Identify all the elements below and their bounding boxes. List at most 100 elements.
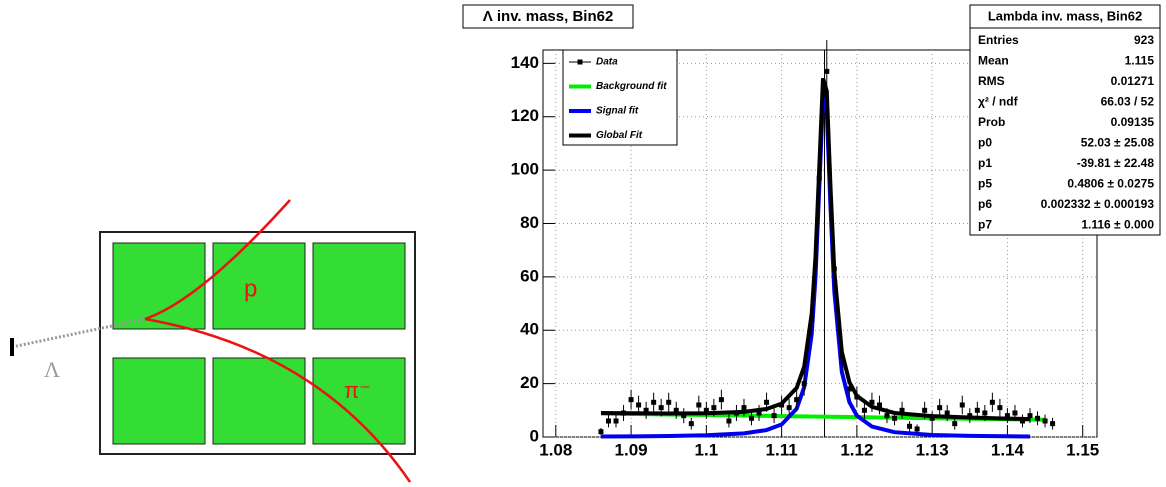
- x-tick-label: 1.08: [539, 440, 572, 459]
- data-point: [854, 394, 860, 400]
- data-point: [952, 421, 958, 427]
- data-point: [696, 402, 702, 408]
- detector-diagram: Λ p π⁻: [10, 199, 416, 483]
- data-point: [907, 423, 913, 429]
- data-point: [884, 413, 890, 419]
- data-point: [801, 381, 807, 387]
- data-point: [598, 429, 604, 435]
- data-point: [967, 413, 973, 419]
- y-tick-label: 40: [520, 320, 539, 339]
- data-point: [929, 415, 935, 421]
- data-point: [628, 397, 634, 403]
- data-point: [922, 407, 928, 413]
- stats-box: [969, 4, 1161, 236]
- data-point: [824, 68, 830, 74]
- legend-label: Signal fit: [596, 106, 639, 117]
- y-tick-label: 100: [511, 160, 539, 179]
- data-point: [959, 402, 965, 408]
- data-point: [1035, 415, 1041, 421]
- stats-value: 66.03 / 52: [1101, 95, 1155, 109]
- data-point: [846, 386, 852, 392]
- cell: [212, 242, 306, 330]
- data-point: [914, 426, 920, 432]
- stats-value: -39.81 ± 22.48: [1077, 156, 1155, 170]
- data-point: [1019, 418, 1025, 424]
- stats-label: χ² / ndf: [978, 95, 1019, 109]
- data-point: [613, 418, 619, 424]
- stats-label: Prob: [978, 115, 1005, 129]
- x-tick-label: 1.12: [840, 440, 873, 459]
- data-point: [831, 266, 837, 272]
- data-point: [794, 397, 800, 403]
- data-point: [764, 399, 770, 405]
- stats-value: 923: [1134, 33, 1154, 47]
- stats-label: Entries: [978, 33, 1019, 47]
- data-point: [771, 413, 777, 419]
- stats-value: 0.002332 ± 0.000193: [1041, 197, 1155, 211]
- data-point: [989, 399, 995, 405]
- stats-label: p5: [978, 177, 992, 191]
- legend-label: Global Fit: [596, 130, 643, 141]
- stats-value: 52.03 ± 25.08: [1081, 136, 1155, 150]
- stats-label: p6: [978, 197, 992, 211]
- stats-value: 1.116 ± 0.000: [1081, 218, 1154, 232]
- x-tick-label: 1.14: [991, 440, 1025, 459]
- x-tick-label: 1.11: [766, 440, 798, 459]
- data-point: [786, 405, 792, 411]
- proton-label: p: [244, 275, 257, 302]
- data-point: [944, 410, 950, 416]
- data-point: [749, 415, 755, 421]
- legend-swatch: [577, 59, 583, 65]
- legend-box: [562, 49, 678, 146]
- stats-value: 1.115: [1125, 54, 1155, 68]
- data-point: [643, 407, 649, 413]
- data-point: [1050, 421, 1056, 427]
- data-point: [861, 407, 867, 413]
- data-point: [688, 421, 694, 427]
- legend-label: Data: [596, 57, 618, 68]
- data-point: [1027, 413, 1033, 419]
- cell: [112, 242, 206, 330]
- cell: [112, 357, 206, 445]
- stats-value: 0.01271: [1111, 74, 1155, 88]
- data-point: [651, 399, 657, 405]
- data-point: [636, 402, 642, 408]
- cell: [312, 242, 406, 330]
- data-point: [1012, 410, 1018, 416]
- pion-track: [144, 317, 412, 483]
- data-point: [876, 402, 882, 408]
- data-point: [779, 402, 785, 408]
- data-point: [658, 405, 664, 411]
- lambda-track: [11, 317, 146, 349]
- data-point: [899, 407, 905, 413]
- x-tick-label: 1.09: [615, 440, 648, 459]
- data-point: [982, 410, 988, 416]
- data-point: [1042, 418, 1048, 424]
- x-tick-label: 1.1: [695, 440, 719, 459]
- data-point: [809, 317, 815, 323]
- stats-label: RMS: [978, 74, 1005, 88]
- cell: [212, 357, 306, 445]
- stats-value: 0.4806 ± 0.0275: [1067, 177, 1154, 191]
- y-tick-label: 20: [520, 373, 539, 392]
- data-point: [726, 418, 732, 424]
- lambda-label: Λ: [44, 357, 60, 382]
- stats-value: 0.09135: [1111, 115, 1155, 129]
- stats-label: p1: [978, 156, 992, 170]
- data-point: [741, 405, 747, 411]
- data-point: [997, 405, 1003, 411]
- data-point: [733, 410, 739, 416]
- y-tick-label: 0: [530, 426, 539, 445]
- data-point: [621, 410, 627, 416]
- legend-label: Background fit: [596, 81, 667, 92]
- x-tick-label: 1.15: [1066, 440, 1099, 459]
- stats-label: p0: [978, 136, 992, 150]
- chart-title: Λ inv. mass, Bin62: [483, 8, 614, 25]
- data-point: [756, 410, 762, 416]
- data-point: [892, 415, 898, 421]
- y-tick-label: 120: [511, 106, 539, 125]
- pion-label: π⁻: [344, 378, 371, 403]
- stats-title: Lambda inv. mass, Bin62: [988, 8, 1142, 23]
- data-point: [1004, 413, 1010, 419]
